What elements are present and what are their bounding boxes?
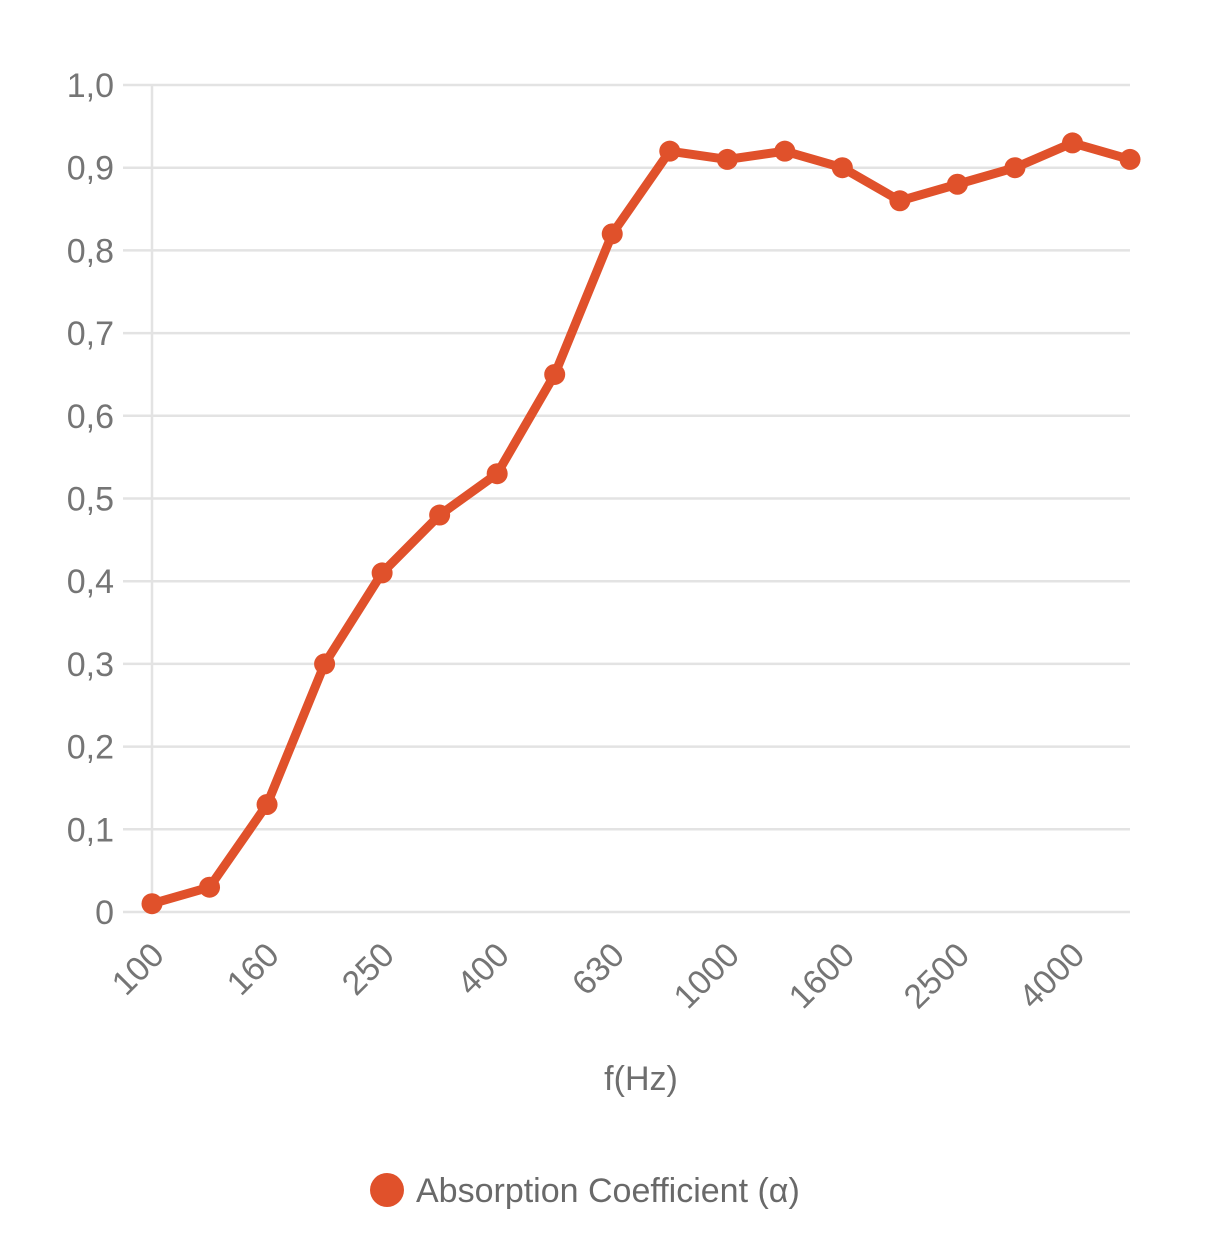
x-tick-label: 2500 (897, 936, 977, 1016)
data-point-marker (831, 157, 853, 179)
data-point-marker (774, 140, 796, 162)
data-point-marker (659, 140, 681, 162)
legend-label: Absorption Coefficient (α) (416, 1172, 800, 1210)
data-point-marker (256, 793, 278, 815)
y-tick-label: 0,9 (67, 150, 114, 188)
data-point-marker (141, 893, 163, 915)
data-point-marker (889, 190, 911, 212)
y-tick-label: 0,3 (67, 646, 114, 684)
x-tick-label: 1600 (782, 936, 862, 1016)
y-tick-label: 0,6 (67, 398, 114, 436)
data-point-marker (199, 876, 221, 898)
x-tick-label: 160 (220, 936, 287, 1003)
y-tick-label: 0,1 (67, 811, 114, 849)
data-point-marker (429, 504, 451, 526)
data-point-marker (1004, 157, 1026, 179)
series-absorption-coefficient (141, 132, 1141, 915)
legend-item[interactable]: Absorption Coefficient (α) (370, 1172, 800, 1210)
legend-marker-icon (370, 1173, 404, 1207)
x-tick-label: 630 (565, 936, 632, 1003)
data-point-marker (371, 562, 393, 584)
data-point-marker (946, 173, 968, 195)
data-point-marker (1061, 132, 1083, 154)
data-point-marker (1119, 148, 1141, 170)
data-point-marker (314, 653, 336, 675)
series-line (147, 138, 1135, 909)
data-point-marker (601, 223, 623, 245)
y-tick-label: 0,7 (67, 315, 114, 353)
y-tick-label: 0,5 (67, 481, 114, 519)
y-axis-tick-labels: 0 0,1 0,2 0,3 0,4 0,5 0,6 0,7 0,8 0,9 1,0 (67, 67, 114, 932)
x-tick-label: 1000 (667, 936, 747, 1016)
data-point-marker (486, 463, 508, 485)
y-tick-label: 0 (95, 894, 114, 932)
y-tick-label: 1,0 (67, 67, 114, 105)
x-axis-tick-labels: 100 160 250 400 630 1000 1600 2500 4000 (105, 936, 1092, 1016)
y-tick-label: 0,4 (67, 563, 114, 601)
x-tick-label: 100 (105, 936, 172, 1003)
y-tick-label: 0,8 (67, 232, 114, 270)
x-axis-title: f(Hz) (604, 1060, 678, 1098)
x-tick-label: 400 (450, 936, 517, 1003)
x-tick-label: 250 (335, 936, 402, 1003)
data-point-marker (716, 148, 738, 170)
data-point-marker (544, 363, 566, 385)
x-tick-label: 4000 (1012, 936, 1092, 1016)
y-tick-label: 0,2 (67, 729, 114, 767)
